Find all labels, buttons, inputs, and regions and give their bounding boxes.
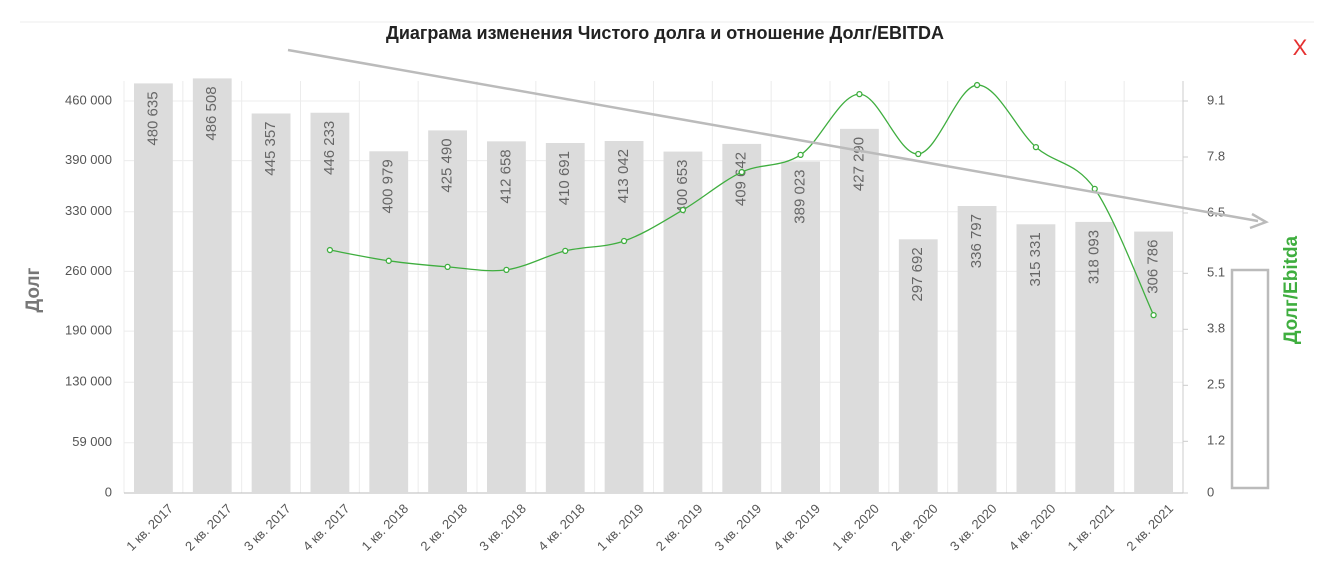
value-label: 297 692 — [909, 247, 926, 301]
bar — [192, 78, 232, 493]
value-label: 425 490 — [439, 138, 456, 192]
ratio-point — [797, 151, 804, 158]
y-tick-label: 190 000 — [65, 323, 112, 338]
y2-tick-label: 2.5 — [1207, 377, 1225, 392]
x-tick-label: 4 кв. 2020 — [1006, 501, 1059, 554]
bar — [251, 113, 291, 493]
value-label: 318 093 — [1086, 230, 1103, 284]
bar — [898, 239, 938, 493]
ratio-point — [679, 206, 687, 214]
scroll-box — [1230, 268, 1270, 490]
x-tick-label: 3 кв. 2017 — [241, 501, 294, 554]
value-label: 486 508 — [203, 86, 220, 140]
ratio-point — [444, 263, 451, 270]
trend-arrow-head — [1249, 212, 1269, 230]
x-tick-label: 1 кв. 2018 — [359, 501, 412, 554]
ratio-point — [385, 257, 392, 264]
y2-tick-label: 7.8 — [1207, 148, 1225, 163]
x-tick-label: 2 кв. 2018 — [417, 501, 470, 554]
value-label: 412 658 — [497, 149, 514, 203]
y-tick-label: 260 000 — [65, 263, 112, 278]
value-label: 410 691 — [556, 151, 573, 205]
y2-tick-label: 6.5 — [1207, 204, 1225, 219]
bar — [1134, 231, 1173, 493]
x-tick-label: 2 кв. 2021 — [1123, 501, 1176, 554]
x-tick-label: 1 кв. 2020 — [829, 501, 882, 554]
y-tick-label: 390 000 — [65, 152, 112, 167]
bar — [1075, 221, 1115, 493]
close-button[interactable]: X — [1293, 35, 1308, 60]
trend-arrow — [287, 48, 1259, 223]
ratio-point — [503, 266, 510, 274]
bar — [781, 161, 820, 493]
value-label: 306 786 — [1145, 240, 1162, 294]
x-tick-label: 1 кв. 2021 — [1065, 501, 1118, 554]
value-label: 315 331 — [1027, 232, 1044, 286]
y2-tick-label: 1.2 — [1207, 433, 1225, 448]
chart-title: Диаграма изменения Чистого долга и отнош… — [386, 23, 944, 43]
bar — [369, 151, 409, 494]
ratio-point — [620, 237, 628, 245]
value-label: 427 290 — [850, 137, 867, 191]
ratio-point — [973, 81, 981, 89]
bar — [310, 112, 350, 494]
bar — [545, 143, 585, 493]
x-tick-label: 3 кв. 2018 — [476, 501, 529, 554]
value-label: 400 653 — [674, 160, 691, 214]
y2-tick-label: 0 — [1207, 484, 1214, 499]
value-label: 480 635 — [144, 91, 161, 145]
x-tick-label: 3 кв. 2020 — [947, 501, 1000, 554]
ratio-point — [562, 247, 569, 255]
bar — [722, 143, 762, 494]
ratio-point — [326, 246, 334, 254]
ratio-point — [915, 150, 922, 158]
bar — [487, 141, 526, 493]
x-tick-label: 2 кв. 2019 — [653, 501, 706, 554]
x-tick-label: 4 кв. 2018 — [535, 501, 588, 554]
ratio-point — [1150, 311, 1157, 319]
y-tick-label: 130 000 — [65, 374, 112, 389]
value-label: 389 023 — [792, 169, 809, 223]
bar — [840, 128, 879, 493]
y2-axis-title: Долг/Ebitda — [1281, 235, 1302, 344]
ratio-point — [1032, 143, 1040, 151]
x-tick-label: 1 кв. 2019 — [594, 501, 647, 554]
plot: 0 59 000 130 000 190 000 260 000 330 000 390 0… — [65, 78, 1225, 554]
x-tick-label: 1 кв. 2017 — [123, 501, 176, 554]
y-tick-label: 460 000 — [65, 92, 112, 107]
bar — [604, 141, 644, 493]
value-label: 445 357 — [262, 121, 279, 175]
x-tick-label: 2 кв. 2017 — [182, 501, 235, 554]
y-tick-label: 59 000 — [72, 434, 112, 449]
y2-tick-label: 9.1 — [1207, 92, 1225, 107]
bar — [1016, 224, 1056, 493]
x-tick-label: 4 кв. 2019 — [770, 501, 823, 554]
y2-tick-label: 3.8 — [1207, 321, 1225, 336]
y-tick-label: 330 000 — [65, 203, 112, 218]
value-label: 409 642 — [733, 152, 750, 206]
bar — [134, 83, 173, 493]
value-label: 336 797 — [968, 214, 985, 268]
bar — [428, 130, 467, 494]
y-axis-title: Долг — [23, 267, 44, 312]
ratio-point — [856, 90, 863, 98]
x-tick-label: 4 кв. 2017 — [300, 501, 353, 554]
y2-tick-label: 5.1 — [1207, 265, 1225, 280]
value-label: 446 233 — [321, 121, 338, 175]
value-label: 400 979 — [380, 159, 397, 213]
value-label: 413 042 — [615, 149, 632, 203]
y-tick-label: 0 — [105, 484, 112, 499]
bar — [957, 205, 997, 493]
ratio-point — [1091, 185, 1098, 193]
x-tick-label: 2 кв. 2020 — [888, 501, 941, 554]
ratio-point — [738, 168, 745, 176]
x-tick-label: 3 кв. 2019 — [712, 501, 765, 554]
